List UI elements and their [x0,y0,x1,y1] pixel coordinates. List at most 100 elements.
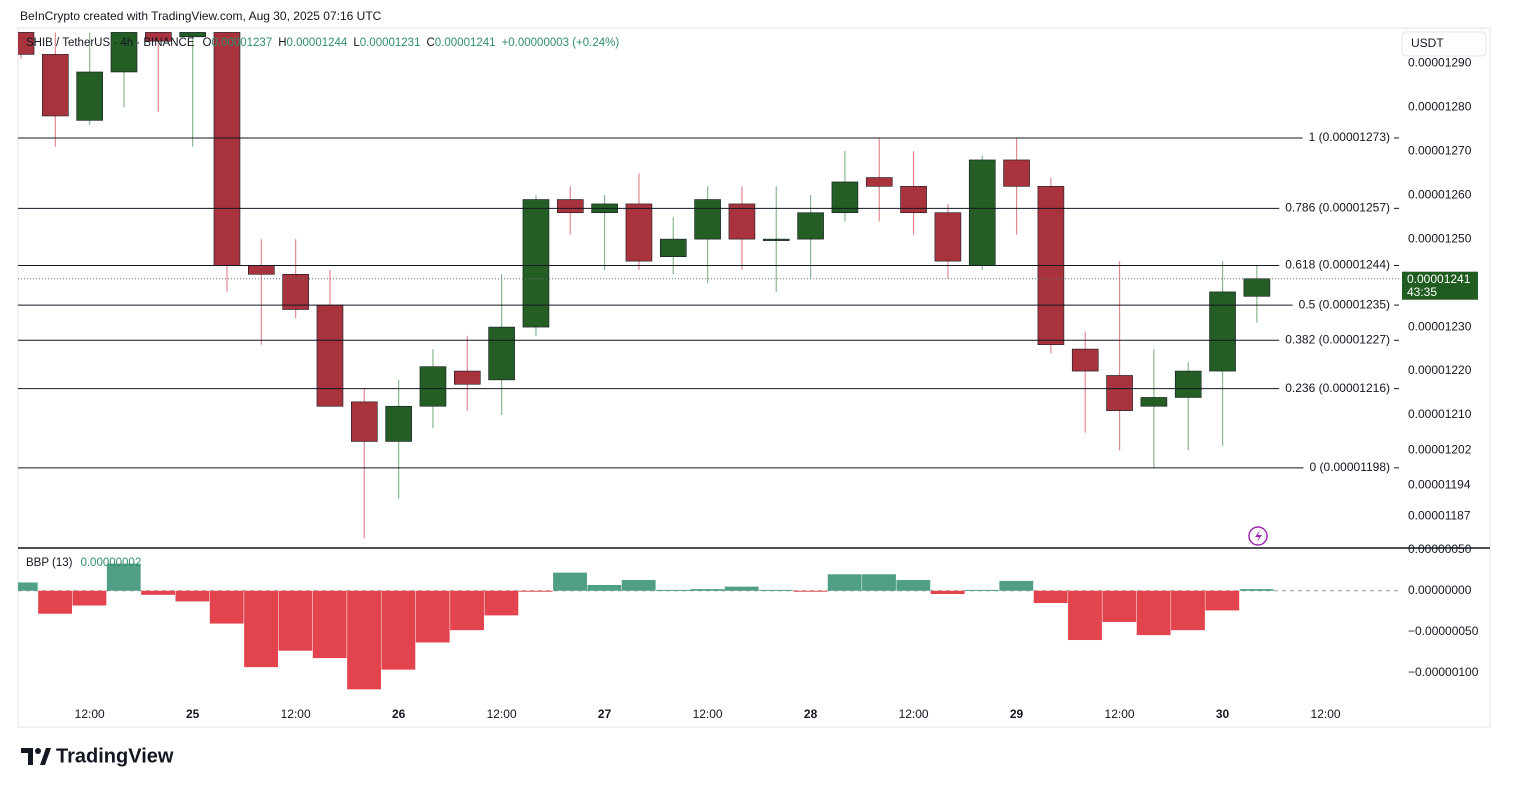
x-tick-label: 12:00 [1311,707,1341,721]
legend: SHIB / TetherUS · 4h · BINANCE O0.0000123… [26,37,619,49]
bbp-bar [72,590,107,606]
bbp-bar [587,584,622,591]
candle-body [488,326,515,381]
x-tick-label: 12:00 [281,707,311,721]
bbp-bar [553,572,587,591]
candles [18,32,1271,539]
last-price-box [1402,271,1478,300]
y-tick-label: 0.00001290 [1408,55,1472,69]
bbp-bar [965,589,999,591]
candle-body [248,265,275,275]
bbp-bars [18,563,1400,690]
y-tick-label: 0.00001187 [1408,508,1471,522]
bbp-bar [312,590,347,659]
candle-body [1140,397,1168,407]
level-label: 0.786 (0.00001257) [1285,201,1390,215]
candle-body [282,274,309,310]
candle-body [385,405,412,442]
x-tick-label: 26 [392,707,406,721]
candle-body [350,401,378,442]
bbp-bar [106,563,141,591]
frame [17,27,1491,728]
candle-body [110,32,138,73]
bbp-bar [141,590,175,595]
y-tick-label: 0.00001260 [1408,187,1472,201]
x-tick-label: 30 [1216,707,1230,721]
candle-body [1174,370,1202,398]
level-label: 1 (0.00001273) [1309,130,1390,144]
indicator-name: BBP (13) [26,557,73,569]
bbp-bar [18,582,38,591]
candle-body [18,32,35,55]
bbp-bar [347,590,381,690]
y-tick-label: −0.00000100 [1408,665,1479,679]
bbp-bar [484,590,519,616]
x-tick-label: 12:00 [693,707,723,721]
candle-body [316,304,344,407]
candle-body [1106,375,1133,411]
bbp-bar [862,574,896,591]
y-tick-label: 0.00001280 [1408,99,1472,113]
currency-button[interactable] [1401,31,1487,57]
candle-body [419,366,447,407]
bbp-bar [175,590,210,602]
bbp-bar [1102,590,1137,622]
candle-body [1071,348,1099,372]
bbp-bar [415,590,450,643]
bbp-bar [1068,590,1102,641]
candle-body [625,203,653,262]
y-tick-label: 0.00001194 [1408,478,1471,492]
last-price: 0.00001241 [1407,272,1471,286]
bbp-bar [827,574,862,591]
x-tick-label: 12:00 [899,707,929,721]
indicator-legend: BBP (13) 0.00000002 [26,557,141,569]
level-label: 0.5 (0.00001235) [1299,297,1390,311]
legend-value: 0.00001244 [287,37,348,49]
candle-body [145,32,172,42]
legend-value: 0.00001241 [435,37,496,49]
legend-value: 0.00001231 [360,37,421,49]
bbp-bar [656,589,690,591]
legend-value: 0.00001237 [211,37,272,49]
bbp-bar [1033,590,1068,604]
candle-body [522,199,550,328]
level-label: 0.382 (0.00001227) [1285,332,1390,346]
y-tick-label: 0.00001220 [1408,363,1472,377]
bbp-bar [209,590,244,624]
y-tick-label: 0.00001250 [1408,231,1472,245]
symbol: SHIB / TetherUS · 4h · BINANCE [26,37,195,49]
candle-body [1003,159,1030,187]
candle-body [453,370,481,385]
x-tick-label: 29 [1010,707,1024,721]
candle-body [556,199,584,214]
candle-body [659,238,687,258]
y-tick-label: 0.00001270 [1408,143,1472,157]
x-tick-label: 12:00 [1105,707,1135,721]
candle-body [179,32,206,38]
bbp-bar [896,580,931,591]
bbp-bar [1136,590,1171,636]
candle-body [728,203,756,240]
x-tick-label: 27 [598,707,612,721]
bbp-bar [278,590,313,651]
bbp-bar [381,590,416,670]
x-tick-label: 28 [804,707,818,721]
bbp-bar [1205,590,1240,611]
candle-body [1209,291,1236,372]
bbp-bar [690,589,725,591]
bbp-bar [930,590,965,595]
legend-key: C [426,37,434,49]
candle-body [797,212,824,240]
candle-body [762,238,790,241]
bbp-bar [450,590,484,631]
bbp-bar [1171,590,1205,631]
currency[interactable]: USDT [1411,36,1444,50]
y-tick-label: −0.00000050 [1408,624,1479,638]
legend-key: L [353,37,360,49]
credit: BeInCrypto created with TradingView.com,… [20,9,382,23]
bbp-bar [621,580,656,591]
candle-body [694,199,721,240]
legend-key: H [278,37,286,49]
x-tick-label: 12:00 [487,707,517,721]
brand-logo [21,748,51,765]
